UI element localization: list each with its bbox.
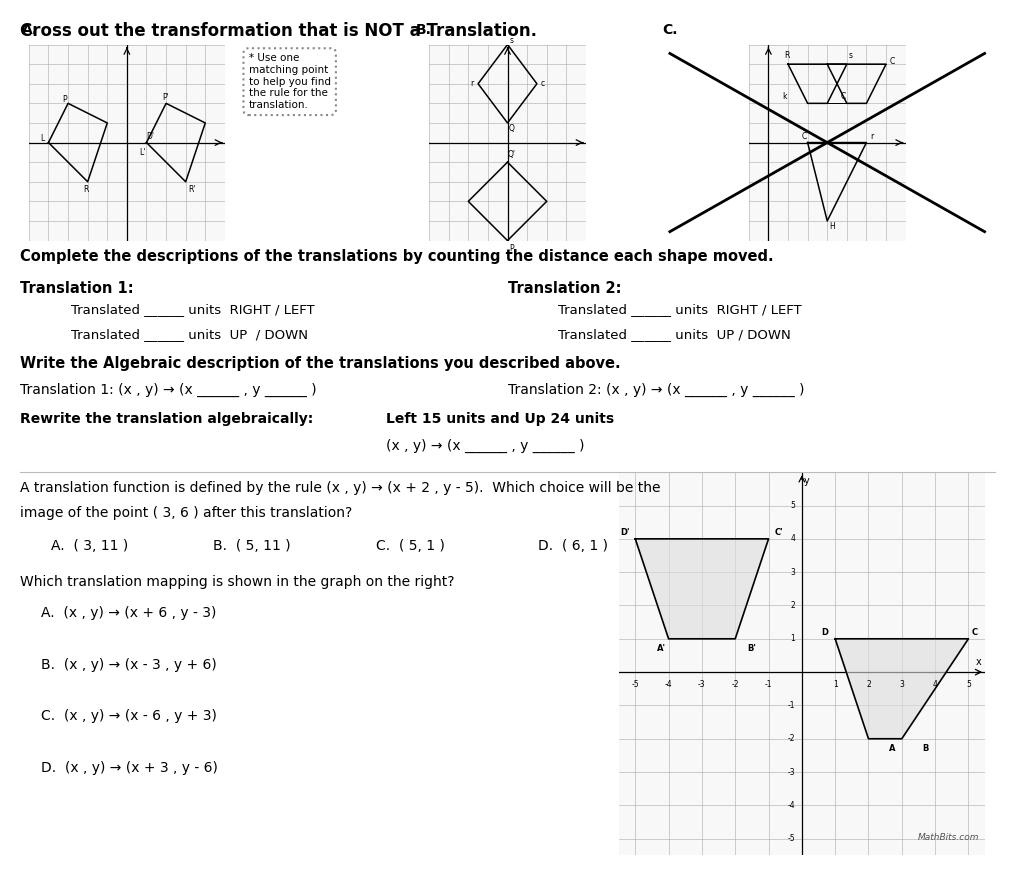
Text: A.: A. [22, 23, 39, 37]
Text: Translation 2: (x , y) → (x ______ , y ______ ): Translation 2: (x , y) → (x ______ , y _… [508, 383, 804, 397]
Text: -4: -4 [788, 801, 795, 810]
Text: P: P [510, 244, 514, 253]
Text: A: A [888, 744, 895, 753]
Text: A.  ( 3, 11 ): A. ( 3, 11 ) [51, 539, 128, 553]
Text: y: y [804, 476, 810, 486]
Text: B': B' [747, 644, 756, 653]
Text: 1: 1 [791, 634, 795, 643]
Text: P: P [62, 95, 66, 104]
Text: A': A' [658, 644, 667, 653]
Text: Translated ______ units  RIGHT / LEFT: Translated ______ units RIGHT / LEFT [558, 303, 802, 316]
Text: B.  (x , y) → (x - 3 , y + 6): B. (x , y) → (x - 3 , y + 6) [41, 658, 216, 672]
Text: H: H [829, 222, 835, 231]
Text: Complete the descriptions of the translations by counting the distance each shap: Complete the descriptions of the transla… [20, 249, 773, 265]
Text: Translation 1:: Translation 1: [20, 281, 134, 296]
Text: Translated ______ units  RIGHT / LEFT: Translated ______ units RIGHT / LEFT [71, 303, 315, 316]
Text: Q: Q [509, 125, 515, 134]
Text: 5: 5 [966, 681, 971, 690]
Text: -4: -4 [665, 681, 672, 690]
Text: -1: -1 [788, 701, 795, 710]
Text: C: C [802, 132, 807, 141]
Text: B: B [922, 744, 929, 753]
Text: P': P' [162, 93, 170, 102]
Text: Left 15 units and Up 24 units: Left 15 units and Up 24 units [386, 412, 614, 426]
Text: Translation 1: (x , y) → (x ______ , y ______ ): Translation 1: (x , y) → (x ______ , y _… [20, 383, 317, 397]
Polygon shape [835, 639, 968, 739]
Text: Translated ______ units  UP  / DOWN: Translated ______ units UP / DOWN [71, 328, 308, 341]
Text: r: r [870, 132, 874, 141]
Text: Which translation mapping is shown in the graph on the right?: Which translation mapping is shown in th… [20, 575, 455, 589]
Text: L: L [41, 135, 45, 143]
Text: image of the point ( 3, 6 ) after this translation?: image of the point ( 3, 6 ) after this t… [20, 506, 352, 520]
Text: D': D' [146, 132, 154, 141]
Text: k: k [783, 93, 787, 102]
Text: 2: 2 [866, 681, 871, 690]
Text: 3: 3 [791, 568, 795, 576]
Text: 3: 3 [899, 681, 904, 690]
Text: * Use one
matching point
to help you find
the rule for the
translation.: * Use one matching point to help you fin… [249, 53, 331, 110]
Text: C: C [890, 57, 895, 66]
Text: -5: -5 [788, 834, 795, 843]
Text: C.  ( 5, 1 ): C. ( 5, 1 ) [376, 539, 445, 553]
Text: B.: B. [416, 23, 432, 37]
Text: D': D' [620, 527, 630, 536]
Text: s: s [510, 37, 514, 45]
Text: A translation function is defined by the rule (x , y) → (x + 2 , y - 5).  Which : A translation function is defined by the… [20, 481, 661, 495]
Text: -3: -3 [698, 681, 705, 690]
Text: 4: 4 [933, 681, 938, 690]
Text: C.: C. [662, 23, 677, 37]
Text: R: R [83, 185, 88, 194]
Text: -1: -1 [764, 681, 772, 690]
Text: Write the Algebraic description of the translations you described above.: Write the Algebraic description of the t… [20, 356, 621, 372]
Text: B.  ( 5, 11 ): B. ( 5, 11 ) [213, 539, 290, 553]
Text: -2: -2 [788, 734, 795, 743]
Text: s: s [849, 52, 853, 61]
Text: L': L' [139, 148, 146, 157]
Polygon shape [635, 539, 768, 639]
Text: -2: -2 [732, 681, 739, 690]
Text: D: D [822, 627, 828, 637]
Text: c: c [541, 79, 545, 88]
Text: 1: 1 [832, 681, 837, 690]
Text: Rewrite the translation algebraically:: Rewrite the translation algebraically: [20, 412, 314, 426]
Text: R: R [785, 52, 790, 61]
Text: Translation 2:: Translation 2: [508, 281, 621, 296]
Text: C': C' [774, 527, 783, 536]
Text: r: r [471, 79, 474, 88]
Text: D.  (x , y) → (x + 3 , y - 6): D. (x , y) → (x + 3 , y - 6) [41, 761, 217, 775]
Text: Cross out the transformation that is NOT a Translation.: Cross out the transformation that is NOT… [20, 22, 537, 40]
Text: D.  ( 6, 1 ): D. ( 6, 1 ) [538, 539, 608, 553]
Text: A.  (x , y) → (x + 6 , y - 3): A. (x , y) → (x + 6 , y - 3) [41, 606, 216, 620]
Text: R': R' [188, 185, 195, 194]
Text: 2: 2 [791, 601, 795, 610]
Text: C: C [972, 627, 978, 637]
Text: Q': Q' [508, 150, 516, 159]
Text: 5: 5 [791, 501, 795, 510]
Text: C: C [841, 93, 847, 102]
Text: Translated ______ units  UP / DOWN: Translated ______ units UP / DOWN [558, 328, 791, 341]
Text: 4: 4 [791, 535, 795, 544]
Text: -5: -5 [631, 681, 639, 690]
Text: x: x [976, 658, 982, 667]
Text: -3: -3 [788, 767, 795, 777]
Text: MathBits.com: MathBits.com [918, 833, 979, 842]
Text: (x , y) → (x ______ , y ______ ): (x , y) → (x ______ , y ______ ) [386, 438, 585, 453]
Text: C.  (x , y) → (x - 6 , y + 3): C. (x , y) → (x - 6 , y + 3) [41, 709, 216, 723]
